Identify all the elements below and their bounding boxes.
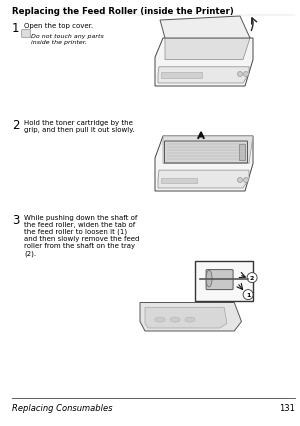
Bar xyxy=(161,73,202,79)
Polygon shape xyxy=(160,17,250,39)
Text: 131: 131 xyxy=(279,403,295,412)
Ellipse shape xyxy=(206,271,212,287)
Text: While pushing down the shaft of
the feed roller, widen the tab of
the feed rolle: While pushing down the shaft of the feed… xyxy=(24,215,140,256)
FancyBboxPatch shape xyxy=(164,142,248,164)
Bar xyxy=(239,144,245,161)
Bar xyxy=(195,261,253,301)
Ellipse shape xyxy=(155,317,165,322)
Text: Open the top cover.: Open the top cover. xyxy=(24,23,93,29)
Text: Replacing Consumables: Replacing Consumables xyxy=(12,403,112,412)
Ellipse shape xyxy=(170,317,180,322)
Text: 2: 2 xyxy=(12,119,20,132)
Polygon shape xyxy=(158,68,249,84)
Circle shape xyxy=(243,290,253,300)
Polygon shape xyxy=(140,303,242,331)
Polygon shape xyxy=(163,137,253,164)
Text: 3: 3 xyxy=(12,213,20,227)
Polygon shape xyxy=(158,171,249,189)
Circle shape xyxy=(247,273,257,283)
Circle shape xyxy=(238,72,242,77)
Circle shape xyxy=(244,178,248,183)
Polygon shape xyxy=(145,308,227,328)
Text: Do not touch any parts
inside the printer.: Do not touch any parts inside the printe… xyxy=(31,34,104,45)
FancyBboxPatch shape xyxy=(206,270,233,290)
Text: 1: 1 xyxy=(246,292,250,297)
Bar xyxy=(161,178,197,184)
Text: Hold the toner cartridge by the
grip, and then pull it out slowly.: Hold the toner cartridge by the grip, an… xyxy=(24,120,135,132)
Polygon shape xyxy=(165,39,250,60)
Ellipse shape xyxy=(185,317,195,322)
FancyBboxPatch shape xyxy=(22,31,30,38)
Circle shape xyxy=(238,178,242,183)
Polygon shape xyxy=(155,39,253,87)
Text: 1: 1 xyxy=(12,22,20,35)
Text: 2: 2 xyxy=(250,276,254,280)
Circle shape xyxy=(244,72,248,77)
Polygon shape xyxy=(155,137,253,192)
Text: Replacing the Feed Roller (inside the Printer): Replacing the Feed Roller (inside the Pr… xyxy=(12,7,234,16)
